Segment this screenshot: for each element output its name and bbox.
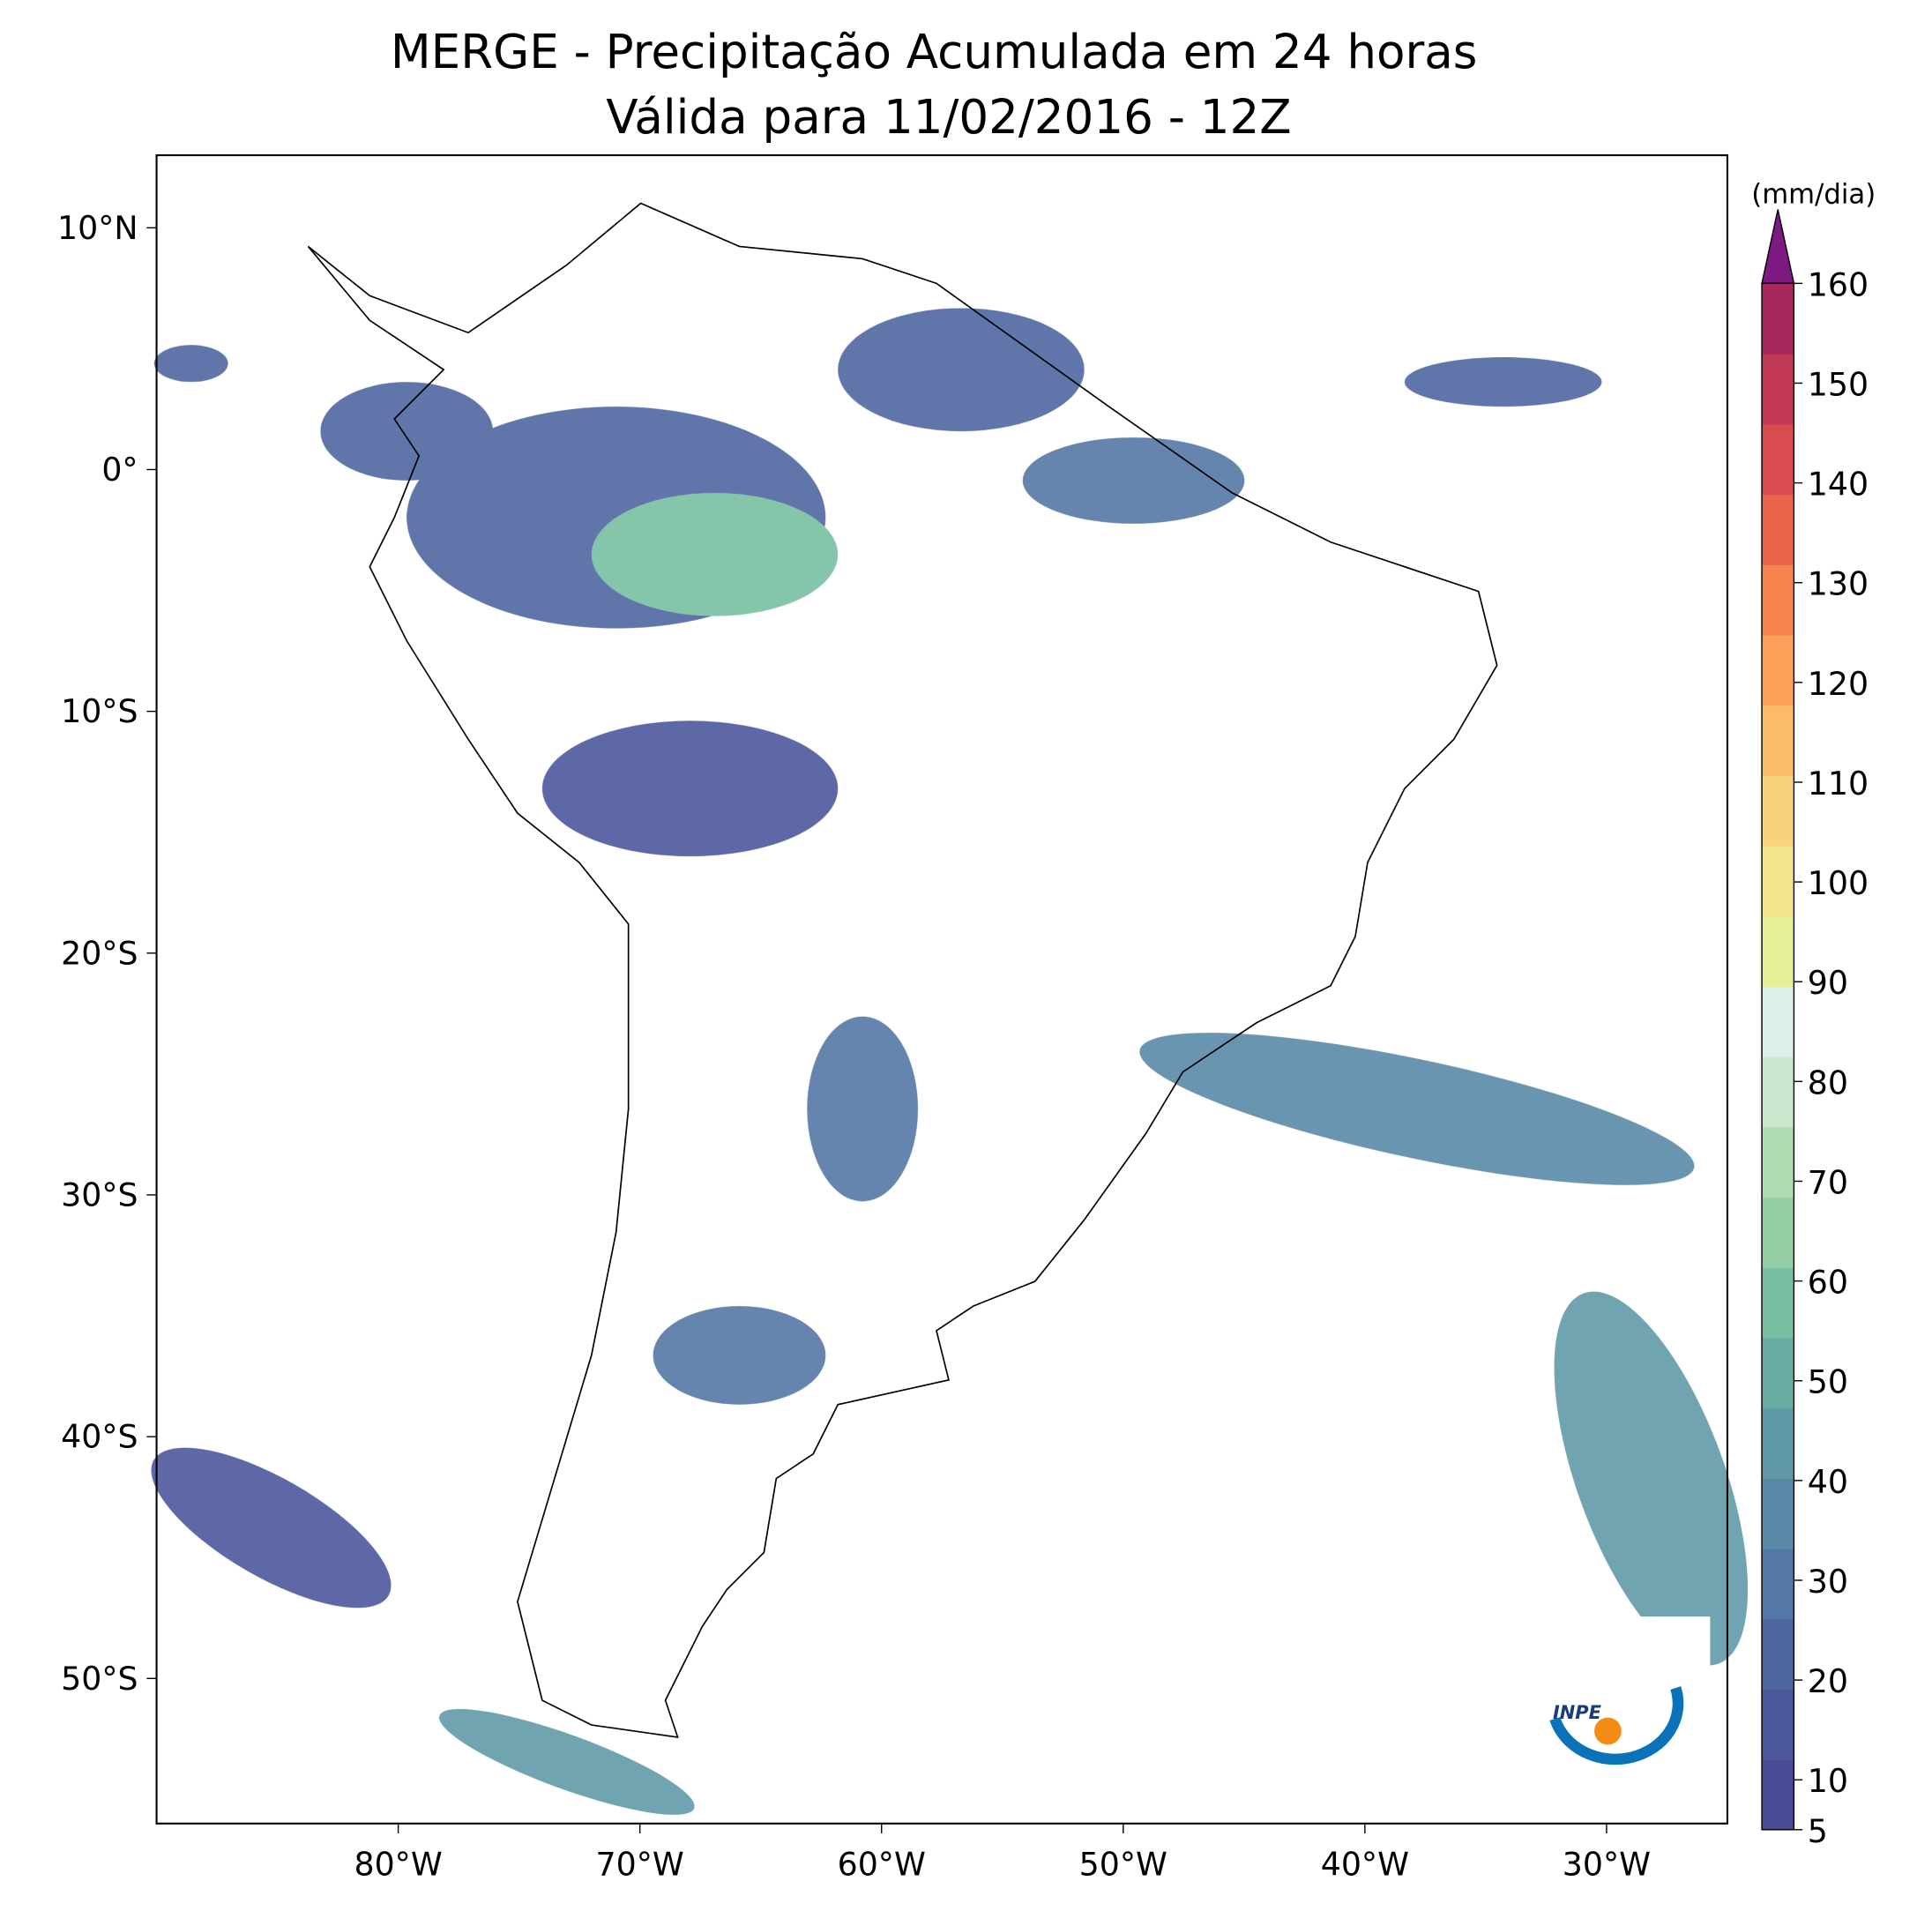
y-tick-label: 30°S [61,1176,138,1214]
colorbar-swatch [1762,1478,1794,1549]
x-tick-label: 80°W [354,1845,442,1883]
colorbar-tick-label: 20 [1808,1662,1848,1700]
map-frame [155,153,1728,1825]
rain-area [320,382,493,481]
y-tick-label: 0° [101,451,138,489]
rain-area [653,1305,826,1405]
colorbar-tick-label: 120 [1808,665,1869,703]
logo-dot [1594,1717,1622,1745]
colorbar-tick-label: 10 [1808,1762,1848,1800]
colorbar-tick-label: 110 [1808,765,1869,802]
y-tick-label: 10°S [61,692,138,730]
colorbar-swatch [1762,1618,1794,1691]
colorbar-swatch [1762,1759,1794,1831]
colorbar-tick-label: 150 [1808,365,1869,403]
colorbar-tick-label: 100 [1808,864,1869,902]
inpe-logo: INPE [1527,1616,1711,1824]
y-tick-label: 40°S [61,1418,138,1456]
rain-area [838,308,1085,432]
x-tick-label: 60°W [838,1845,926,1883]
colorbar-tick-label: 70 [1808,1163,1848,1201]
colorbar-tick-label: 130 [1808,565,1869,603]
colorbar-tick-label: 140 [1808,466,1869,504]
colorbar-tick-label: 5 [1808,1812,1828,1850]
rain-area [807,1016,919,1202]
rain-area [1022,437,1245,524]
logo-arc [1549,1686,1684,1765]
colorbar-swatch [1762,775,1794,847]
colorbar-frame [1761,282,1795,1831]
colorbar-swatch [1762,354,1794,425]
colorbar-swatch [1762,1689,1794,1760]
colorbar-swatch [1762,423,1794,496]
colorbar-tick-label: 80 [1808,1064,1848,1101]
colorbar-swatch [1762,283,1794,355]
x-tick-label: 30°W [1563,1845,1651,1883]
colorbar-swatch [1762,1337,1794,1409]
colorbar-tick-label: 50 [1808,1363,1848,1401]
colorbar-swatch [1762,1267,1794,1339]
colorbar-extend [1761,209,1795,285]
colorbar-label: (mm/dia) [1751,179,1876,211]
rain-area [153,345,228,383]
colorbar-swatch [1762,1548,1794,1620]
rain-area [541,720,839,857]
colorbar-swatch [1762,1197,1794,1268]
colorbar-swatch [1762,494,1794,565]
colorbar-swatch [1762,564,1794,636]
y-tick-label: 20°S [61,934,138,972]
colorbar-tick-label: 60 [1808,1264,1848,1302]
rain-area [1554,1291,1749,1666]
rain-area [1139,1033,1695,1185]
y-tick-label: 50°S [61,1660,138,1698]
title-line: MERGE - Precipitação Acumulada em 24 hor… [391,25,1478,79]
rain-area [591,492,839,616]
colorbar-tick-label: 160 [1808,265,1869,303]
precipitation-field [151,308,1749,1815]
rain-area [1404,357,1602,407]
colorbar-tick-label: 30 [1808,1563,1848,1601]
y-tick-label: 10°N [57,209,138,247]
colorbar-swatch [1762,705,1794,776]
colorbar-swatch [1762,986,1794,1057]
colorbar-swatch [1762,1056,1794,1128]
title-line: Válida para 11/02/2016 - 12Z [606,90,1291,145]
rain-area [151,1447,392,1609]
x-tick-label: 40°W [1321,1845,1409,1883]
colorbar-tick-label: 90 [1808,964,1848,1002]
colorbar-tick-label: 40 [1808,1463,1848,1501]
colorbar-swatch [1762,634,1794,706]
colorbar-swatch [1762,1126,1794,1198]
logo-text: INPE [1553,1702,1602,1723]
x-tick-label: 70°W [596,1845,684,1883]
x-tick-label: 50°W [1079,1845,1167,1883]
colorbar-swatch [1762,915,1794,988]
rain-area [439,1708,695,1815]
coastline [307,202,1498,1739]
colorbar-swatch [1762,845,1794,917]
colorbar-swatch [1762,1407,1794,1479]
